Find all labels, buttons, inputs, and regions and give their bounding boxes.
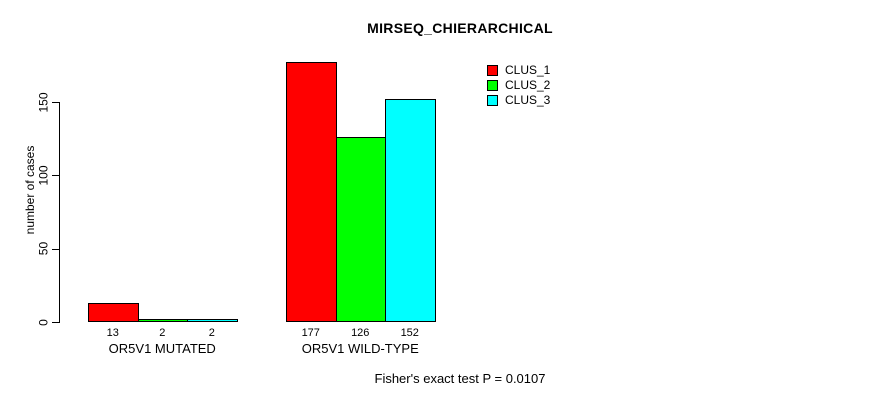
legend-swatch-clus_2 — [487, 80, 498, 91]
bar-value-label: 2 — [208, 327, 215, 339]
bar-clus_1-wild-type — [286, 62, 337, 322]
bar-clus_1-mutated — [88, 302, 139, 322]
bar-clus_2-mutated — [137, 319, 188, 322]
legend-swatch-clus_3 — [487, 95, 498, 106]
legend-label: CLUS_3 — [505, 93, 551, 107]
y-axis-tick-label: 100 — [36, 165, 51, 186]
bar-value-label: 152 — [400, 327, 419, 339]
bar-clus_3-wild-type — [385, 99, 436, 322]
category-label: OR5V1 MUTATED — [108, 341, 216, 356]
legend-row: CLUS_2 — [487, 78, 550, 93]
y-axis-tick-label: 150 — [36, 91, 51, 113]
bar-value-label: 13 — [106, 327, 119, 339]
legend-row: CLUS_1 — [487, 63, 550, 78]
bar-value-label: 2 — [159, 327, 166, 339]
bar-clus_3-mutated — [187, 319, 238, 322]
y-axis-tick — [52, 175, 59, 177]
bar-value-label: 126 — [351, 327, 370, 339]
y-axis-tick — [52, 102, 59, 103]
y-axis-tick — [52, 248, 59, 250]
legend-label: CLUS_2 — [505, 78, 551, 92]
bar-value-label: 177 — [301, 327, 320, 339]
fisher-test-annotation: Fisher's exact test P = 0.0107 — [374, 371, 546, 386]
legend: CLUS_1 CLUS_2 CLUS_3 — [487, 63, 550, 108]
legend-label: CLUS_1 — [505, 63, 551, 77]
bar-clus_2-wild-type — [335, 137, 386, 322]
y-axis-tick-label: 0 — [36, 318, 51, 326]
y-axis-line — [59, 102, 60, 323]
y-axis-tick — [52, 322, 59, 323]
chart-title: MIRSEQ_CHIERARCHICAL — [367, 20, 553, 36]
legend-swatch-clus_1 — [487, 65, 498, 76]
legend-row: CLUS_3 — [487, 93, 550, 108]
y-axis-tick-label: 50 — [36, 241, 51, 256]
category-label: OR5V1 WILD-TYPE — [301, 341, 419, 356]
